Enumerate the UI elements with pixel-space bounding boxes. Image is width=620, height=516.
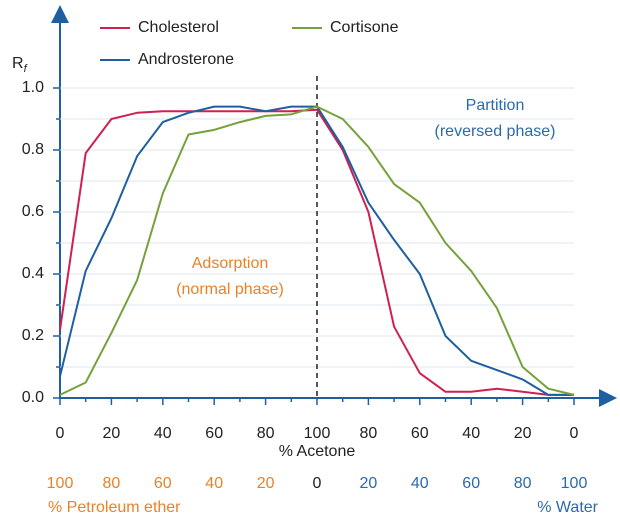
x-tick-label: 0 xyxy=(56,425,65,442)
y-tick-label: 0.6 xyxy=(22,203,44,220)
y-tick-label: 0.8 xyxy=(22,141,44,158)
annotation: Partition xyxy=(466,97,525,114)
solvent-tick-label: 40 xyxy=(205,475,223,492)
series-line xyxy=(59,108,574,396)
solvent-tick-label: 100 xyxy=(561,475,588,492)
solvent-tick-label: 60 xyxy=(462,475,480,492)
x-tick-label: 40 xyxy=(462,425,480,442)
solvent-tick-label: 80 xyxy=(103,475,121,492)
x-tick-label: 20 xyxy=(103,425,121,442)
solvent-tick-label: 20 xyxy=(257,475,275,492)
x-axis-label: % Acetone xyxy=(279,443,356,460)
y-label-main: R xyxy=(12,55,24,72)
y-tick-label: 0.0 xyxy=(22,389,44,406)
legend-label: Cholesterol xyxy=(138,19,219,36)
y-tick-label: 1.0 xyxy=(22,79,44,96)
y-tick-label: 0.2 xyxy=(22,327,44,344)
solvent-tick-label: 60 xyxy=(154,475,172,492)
annotation: (reversed phase) xyxy=(435,123,556,140)
solvent-tick-label: 20 xyxy=(360,475,378,492)
x-tick-label: 60 xyxy=(205,425,223,442)
annotation: (normal phase) xyxy=(176,281,284,298)
x-tick-label: 0 xyxy=(570,425,579,442)
y-label-sub: f xyxy=(24,63,28,75)
solvent-label: % Water xyxy=(537,499,598,516)
x-tick-label: 80 xyxy=(360,425,378,442)
x-tick-label: 80 xyxy=(257,425,275,442)
x-tick-label: 60 xyxy=(411,425,429,442)
legend-label: Androsterone xyxy=(138,51,234,68)
x-tick-label: 100 xyxy=(304,425,331,442)
x-tick-label: 20 xyxy=(514,425,532,442)
annotation: Adsorption xyxy=(192,255,269,272)
solvent-tick-label: 40 xyxy=(411,475,429,492)
solvent-label: % Petroleum ether xyxy=(48,499,181,516)
series-line xyxy=(59,105,575,396)
y-axis-label: Rf xyxy=(12,55,28,75)
solvent-tick-label: 0 xyxy=(313,475,322,492)
y-tick-label: 0.4 xyxy=(22,265,44,282)
x-tick-label: 40 xyxy=(154,425,172,442)
solvent-tick-label: 100 xyxy=(47,475,74,492)
solvent-tick-label: 80 xyxy=(514,475,532,492)
legend-label: Cortisone xyxy=(330,19,399,36)
